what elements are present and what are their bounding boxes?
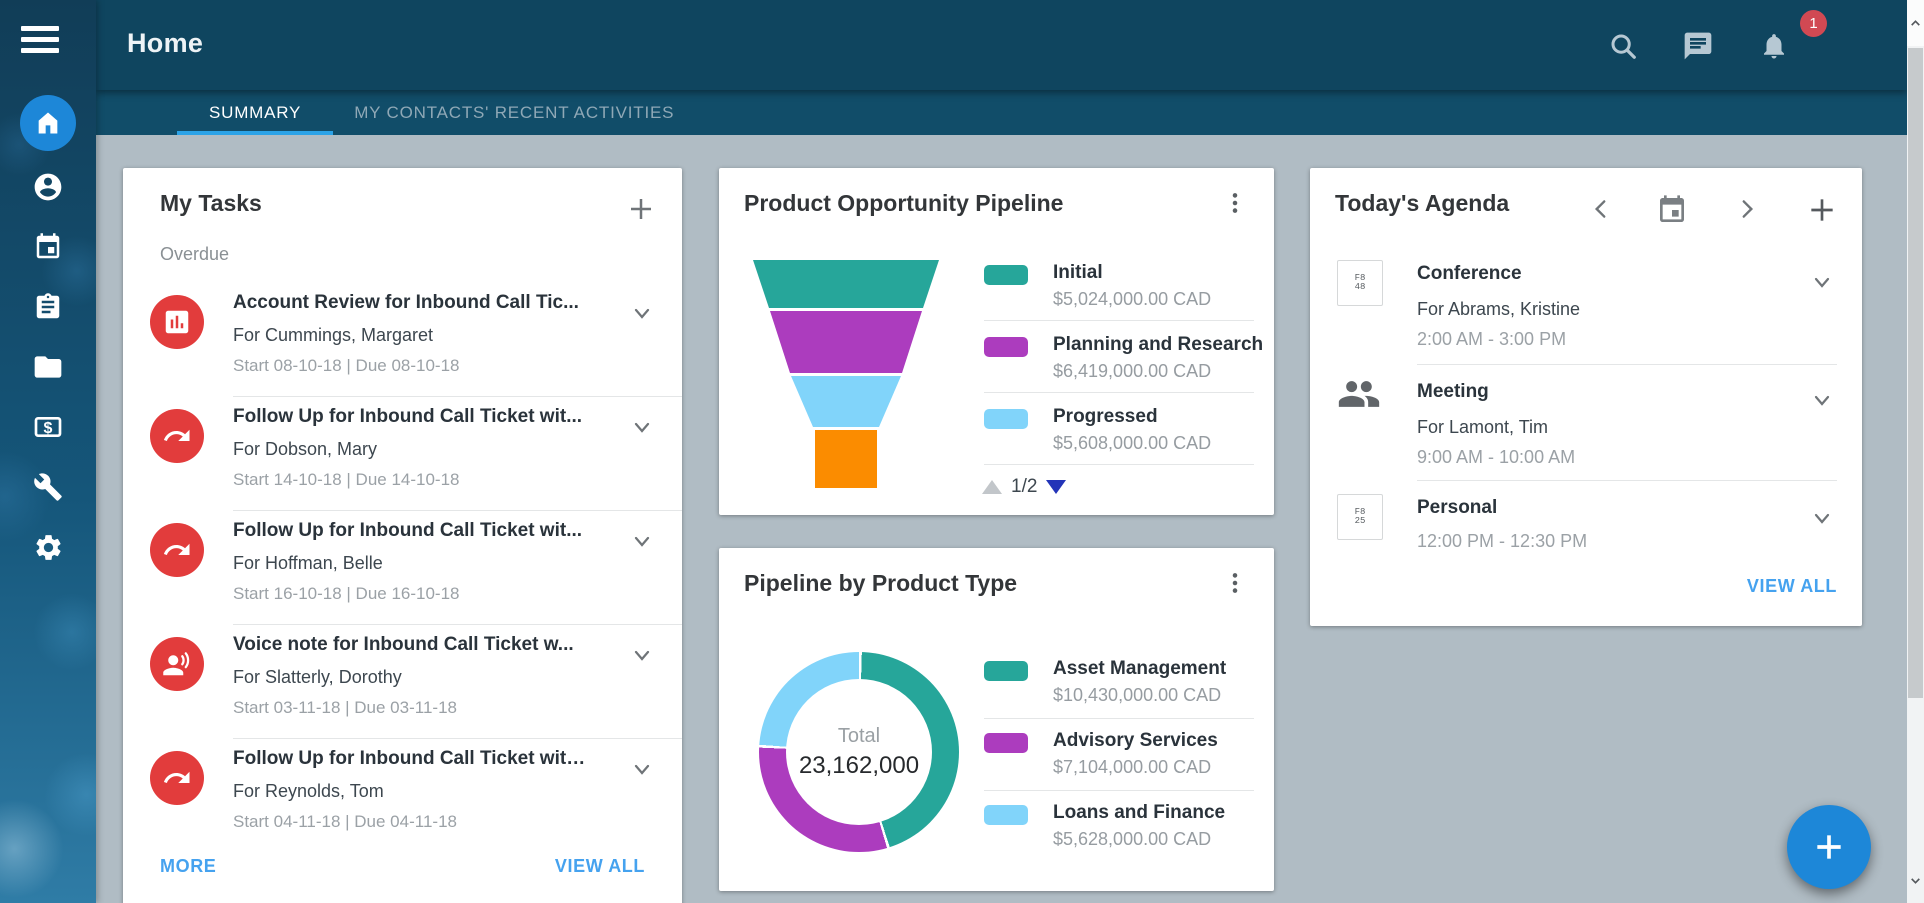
my-tasks-title: My Tasks — [160, 190, 262, 216]
sidebar-item-files[interactable] — [0, 350, 96, 384]
scroll-down-button[interactable] — [1907, 857, 1924, 903]
chevron-down-icon[interactable] — [1810, 506, 1834, 535]
legend-chip — [984, 337, 1028, 357]
pipeline-by-product-type-card: Pipeline by Product Type Total 23,162,00… — [719, 548, 1274, 891]
legend-chip — [984, 265, 1028, 285]
sidebar-item-opportunities[interactable]: $ — [0, 410, 96, 444]
legend-chip — [984, 661, 1028, 681]
funnel-stage-4 — [815, 430, 877, 488]
chevron-down-icon[interactable] — [1810, 270, 1834, 299]
chevron-left-icon[interactable] — [1588, 194, 1614, 229]
redo-arrow-icon — [150, 751, 204, 805]
redo-arrow-icon — [150, 409, 204, 463]
todays-agenda-card: Today's Agenda F8 48 Conference For Abra… — [1310, 168, 1862, 626]
home-active-circle — [20, 95, 76, 151]
hamburger-menu-icon[interactable] — [21, 26, 59, 53]
chevron-right-icon[interactable] — [1734, 194, 1760, 229]
add-appointment-button[interactable] — [1806, 194, 1838, 231]
chevron-down-icon[interactable] — [630, 757, 654, 786]
sidebar-item-home[interactable] — [0, 95, 96, 151]
product-opportunity-pipeline-card: Product Opportunity Pipeline Initial $5,… — [719, 168, 1274, 515]
voice-note-icon — [150, 637, 204, 691]
redo-arrow-icon — [150, 523, 204, 577]
pager-up-icon[interactable] — [982, 480, 1002, 494]
plus-icon — [1817, 835, 1841, 859]
vertical-scrollbar[interactable] — [1907, 0, 1924, 903]
donut-card-title: Pipeline by Product Type — [744, 570, 1018, 596]
account-circle-icon — [34, 173, 62, 201]
calendar-picker-icon[interactable] — [1656, 194, 1688, 231]
search-icon[interactable] — [1601, 24, 1645, 68]
clipboard-icon — [36, 293, 60, 319]
folder-icon — [34, 356, 62, 378]
bar-chart-icon — [150, 295, 204, 349]
tab-recent-activities[interactable]: MY CONTACTS' RECENT ACTIVITIES — [354, 102, 675, 122]
task-row[interactable]: Follow Up for Inbound Call Ticket wit… F… — [123, 739, 682, 853]
top-header-bar: Home 1 — [96, 0, 1907, 90]
sidebar: $ — [0, 0, 96, 903]
view-all-link[interactable]: VIEW ALL — [1746, 576, 1837, 596]
sidebar-item-tools[interactable] — [0, 470, 96, 504]
legend-chip — [984, 805, 1028, 825]
my-tasks-card: My Tasks Overdue Account Review for Inbo… — [123, 168, 682, 903]
sidebar-item-tasks[interactable] — [0, 290, 96, 324]
chevron-down-icon[interactable] — [630, 301, 654, 330]
svg-text:$: $ — [44, 420, 53, 437]
appointment-glyph-icon: F8 48 — [1337, 260, 1383, 306]
pager-label: 1/2 — [1011, 476, 1038, 497]
kebab-menu-icon[interactable] — [1222, 570, 1248, 601]
tab-summary[interactable]: SUMMARY — [177, 90, 334, 135]
appointment-glyph-icon: F8 25 — [1337, 494, 1383, 540]
bell-icon[interactable] — [1752, 24, 1796, 68]
home-icon — [38, 112, 58, 134]
kebab-menu-icon[interactable] — [1222, 190, 1248, 221]
task-row[interactable]: Account Review for Inbound Call Tic... F… — [123, 283, 682, 397]
donut-center-value: 23,162,000 — [798, 751, 920, 779]
chat-icon[interactable] — [1676, 24, 1720, 68]
calendar-icon — [36, 233, 60, 259]
funnel-stage-3 — [791, 376, 901, 427]
add-task-button[interactable] — [626, 194, 656, 229]
funnel-stage-2 — [770, 311, 922, 373]
view-all-link[interactable]: VIEW ALL — [554, 856, 645, 876]
chevron-down-icon[interactable] — [630, 529, 654, 558]
donut-center-label: Total — [837, 724, 881, 747]
notification-badge: 1 — [1800, 10, 1827, 37]
chevron-down-icon[interactable] — [630, 415, 654, 444]
legend-chip — [984, 733, 1028, 753]
fab-add-button[interactable] — [1787, 805, 1871, 889]
donut-chart: Total 23,162,000 — [759, 652, 959, 852]
sidebar-item-calendar[interactable] — [0, 230, 96, 264]
task-row[interactable]: Follow Up for Inbound Call Ticket wit...… — [123, 397, 682, 511]
task-row[interactable]: Follow Up for Inbound Call Ticket wit...… — [123, 511, 682, 625]
scrollbar-thumb[interactable] — [1908, 48, 1923, 698]
wrench-icon — [34, 473, 62, 501]
funnel-card-title: Product Opportunity Pipeline — [744, 190, 1064, 216]
people-icon — [1337, 372, 1381, 421]
chevron-down-icon[interactable] — [1810, 388, 1834, 417]
chevron-down-icon[interactable] — [630, 643, 654, 672]
legend-chip — [984, 409, 1028, 429]
pager-down-icon[interactable] — [1046, 480, 1067, 494]
tab-bar: SUMMARY MY CONTACTS' RECENT ACTIVITIES — [96, 90, 1907, 135]
funnel-stage-1 — [753, 260, 939, 308]
page-title: Home — [127, 28, 204, 58]
sidebar-item-settings[interactable] — [0, 530, 96, 564]
legend-pager: 1/2 — [982, 476, 1067, 498]
gear-icon — [35, 534, 61, 560]
task-row[interactable]: Voice note for Inbound Call Ticket w... … — [123, 625, 682, 739]
money-icon: $ — [34, 417, 62, 437]
scroll-up-button[interactable] — [1907, 0, 1924, 46]
funnel-chart — [753, 260, 939, 488]
sidebar-item-contacts[interactable] — [0, 170, 96, 204]
more-link[interactable]: MORE — [160, 856, 217, 876]
overdue-label: Overdue — [160, 244, 230, 264]
agenda-title: Today's Agenda — [1335, 190, 1510, 216]
